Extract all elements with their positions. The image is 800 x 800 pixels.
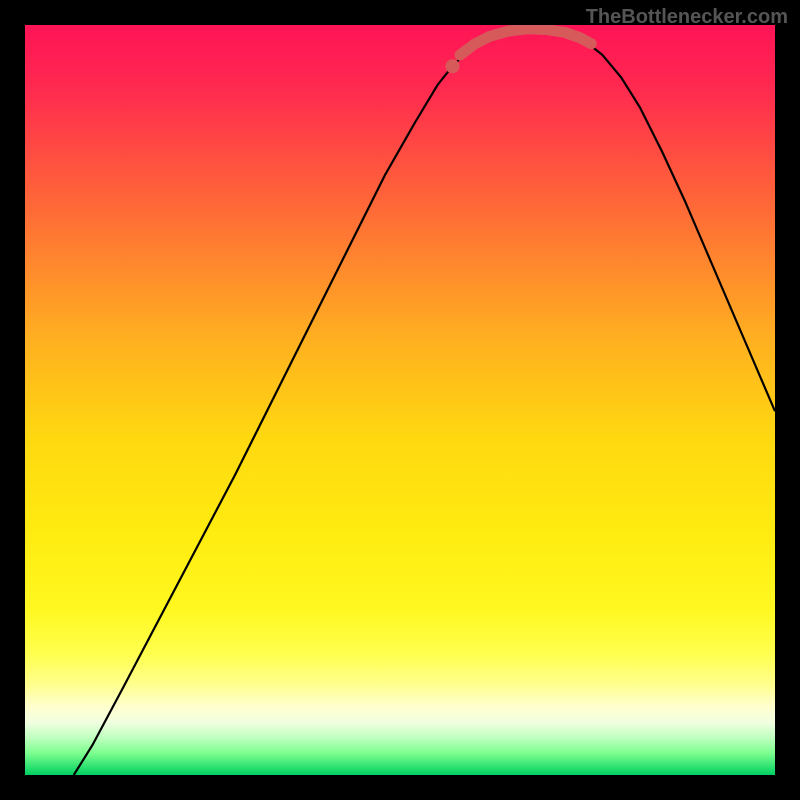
bottleneck-curve [74,29,775,775]
highlight-marker [446,59,460,73]
watermark-text: TheBottlenecker.com [586,6,788,29]
chart-plot-area [25,25,775,775]
highlight-segment [460,29,591,55]
chart-curves [25,25,775,775]
